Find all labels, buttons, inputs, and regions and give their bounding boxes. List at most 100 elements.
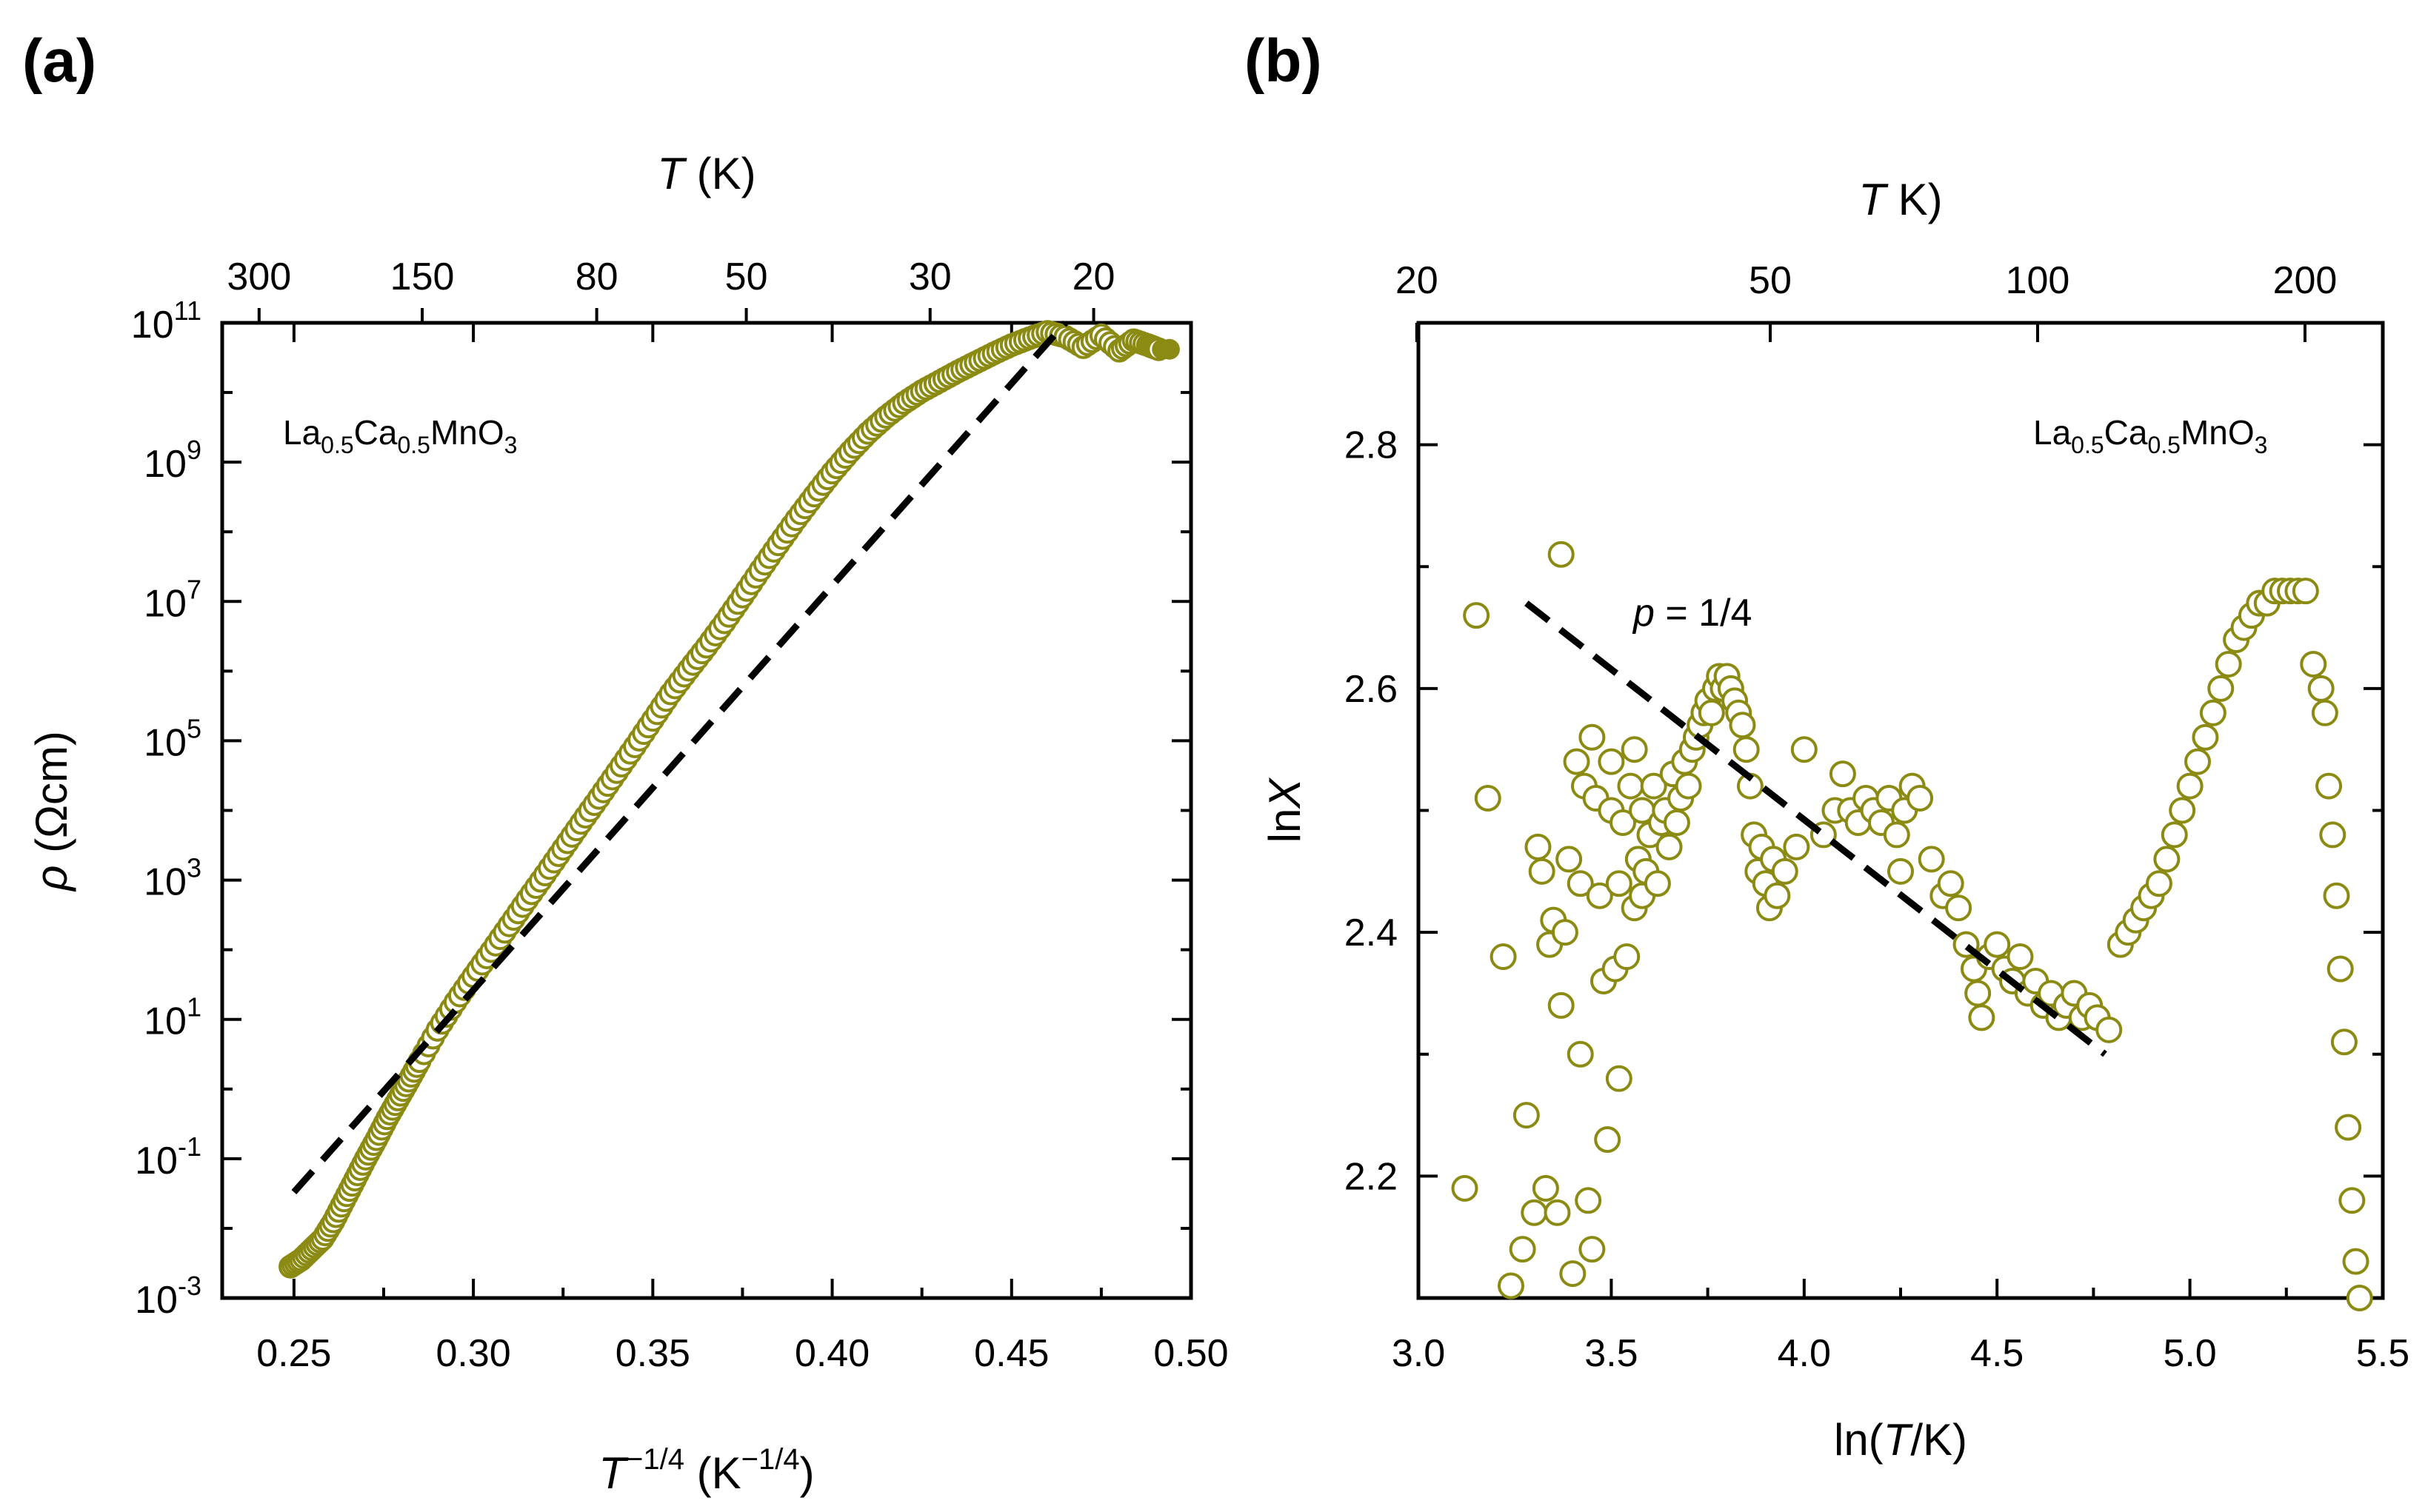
chart-a-annotation-mno: MnO (430, 413, 504, 452)
chart-b-point (1663, 809, 1690, 836)
chart-b-fit-line (1524, 601, 2107, 1057)
chart-a-annotation-sub1: 0.5 (321, 432, 353, 458)
chart-b-point (1790, 736, 1818, 763)
chart-a-ytick-label: 10-1 (135, 1131, 201, 1182)
chart-b-top-tick-label: 20 (1395, 259, 1438, 302)
chart-b-point (1567, 1040, 1594, 1068)
chart-b-point (1586, 882, 1613, 909)
chart-a-ytick-label: 1011 (131, 295, 201, 347)
chart-b-annotation: La0.5Ca0.5MnO3 (2033, 413, 2267, 458)
chart-a-top-axis-title: T (K) (657, 149, 755, 198)
chart-a: 0.25 0.30 0.35 0.40 0.45 0.50 10-3 10-1 101 103 10… (27, 149, 1229, 1498)
chart-b-point (2335, 1114, 2362, 1141)
chart-b-point (2145, 870, 2172, 897)
chart-b-point (1675, 772, 1702, 800)
chart-b-point (2338, 1187, 2366, 1214)
chart-b-point (1968, 1004, 1995, 1031)
chart-b-point (1512, 1102, 1540, 1129)
chart-b-annotation-la: La (2033, 413, 2072, 452)
chart-b-point (1887, 857, 1914, 885)
chart-b-point (1559, 1260, 1587, 1288)
chart-a-xlabel: T−1/4 (K−1/4) (598, 1443, 814, 1498)
chart-b-ticks: 3.0 3.5 4.0 4.5 5.0 5.5 2.2 2.4 2.6 2.8 20 50 100 200 (1344, 259, 2409, 1375)
chart-b-annotation-sub2: 0.5 (2147, 432, 2180, 458)
chart-b-annotation-mno: MnO (2181, 413, 2255, 452)
chart-b-point (1918, 846, 1945, 873)
chart-b-point (1907, 785, 1934, 812)
chart-b-point (1451, 1174, 1478, 1202)
chart-b-point (1605, 1065, 1632, 1092)
chart-b-xtick-label: 4.0 (1778, 1332, 1831, 1375)
chart-b-point (1532, 1174, 1559, 1202)
chart-b-point (2176, 772, 2204, 800)
chart-b-point (2095, 1016, 2123, 1043)
chart-b-point (1547, 541, 1575, 568)
chart-b-point (1474, 785, 1501, 812)
chart-a-annotation-sub3: 3 (504, 432, 518, 458)
chart-b-point (1621, 736, 1648, 763)
chart-a-xtick-label: 0.35 (616, 1332, 690, 1375)
chart-b-point (2007, 943, 2034, 971)
chart-a-xtick-label: 0.50 (1153, 1332, 1228, 1375)
chart-a-annotation-sub2: 0.5 (397, 432, 430, 458)
chart-a-top-tick-label: 20 (1073, 255, 1115, 298)
chart-b-point (1698, 699, 1725, 726)
chart-b-point (1610, 809, 1637, 836)
chart-b-ytick-label: 2.4 (1344, 911, 1398, 954)
chart-b-point (2323, 882, 2350, 909)
chart-b-point (1490, 943, 1517, 971)
chart-a-ticks: 0.25 0.30 0.35 0.40 0.45 0.50 10-3 10-1 101 103 10… (131, 255, 1229, 1375)
chart-b-ytick-label: 2.8 (1344, 424, 1398, 467)
chart-a-annotation-la: La (283, 413, 321, 452)
chart-a-ytick-label: 103 (144, 853, 201, 904)
chart-b-point (1729, 712, 1756, 739)
chart-a-top-tick-label: 30 (909, 255, 952, 298)
chart-b-point (1605, 870, 1632, 897)
chart-b-top-tick-label: 50 (1749, 259, 1792, 302)
chart-b-point (1883, 821, 1910, 849)
chart-b-point (1764, 882, 1791, 909)
chart-a-ytick-label: 109 (144, 435, 201, 486)
chart-b-point (1655, 833, 1683, 860)
chart-b-point (1829, 760, 1856, 788)
chart-b-annotation-ca: Ca (2104, 413, 2148, 452)
chart-b-point (1783, 833, 1810, 860)
chart-a-top-tick-label: 300 (227, 255, 291, 298)
chart-b-point (1544, 1199, 1571, 1226)
chart-a-annotation: La0.5Ca0.5MnO3 (283, 413, 517, 458)
chart-b-point (1528, 857, 1555, 885)
chart-b-point (1984, 931, 2011, 958)
chart-b-point (2300, 650, 2327, 678)
chart-a-xtick-label: 0.45 (974, 1332, 1049, 1375)
chart-b-point (2161, 821, 2188, 849)
chart-b-xtick-label: 5.0 (2163, 1332, 2216, 1375)
chart-b-point (1497, 1272, 1524, 1299)
chart-b-point (2207, 675, 2235, 702)
chart-a-xtick-label: 0.25 (256, 1332, 331, 1375)
chart-a-points (278, 320, 1180, 1279)
chart-b-annotation-sub1: 0.5 (2071, 432, 2104, 458)
chart-b-point (1578, 1236, 1606, 1263)
chart-b-xtick-label: 3.5 (1584, 1332, 1638, 1375)
chart-b-point (2319, 821, 2346, 849)
chart-a-fit-line (291, 321, 1068, 1194)
chart-b-points (1451, 541, 2373, 1311)
chart-a-ytick-label: 105 (144, 713, 201, 764)
chart-b-point (1521, 1199, 1548, 1226)
chart-b: 3.0 3.5 4.0 4.5 5.0 5.5 2.2 2.4 2.6 2.8 20 50 100 200… (1260, 175, 2409, 1465)
chart-b-point (1640, 772, 1667, 800)
chart-a-annotation-ca: Ca (354, 413, 398, 452)
chart-b-point (1509, 1236, 1536, 1263)
chart-b-annotation-sub3: 3 (2255, 432, 2268, 458)
chart-b-point (1463, 602, 1490, 629)
chart-b-point (1771, 857, 1798, 885)
chart-b-point (2330, 1028, 2358, 1056)
chart-b-point (1551, 919, 1578, 946)
chart-b-point (1598, 748, 1625, 775)
chart-b-point (2315, 772, 2343, 800)
chart-a-xtick-label: 0.40 (795, 1332, 870, 1375)
chart-b-point (1555, 846, 1583, 873)
chart-b-xtick-label: 3.0 (1392, 1332, 1445, 1375)
chart-b-point (1964, 980, 1992, 1007)
